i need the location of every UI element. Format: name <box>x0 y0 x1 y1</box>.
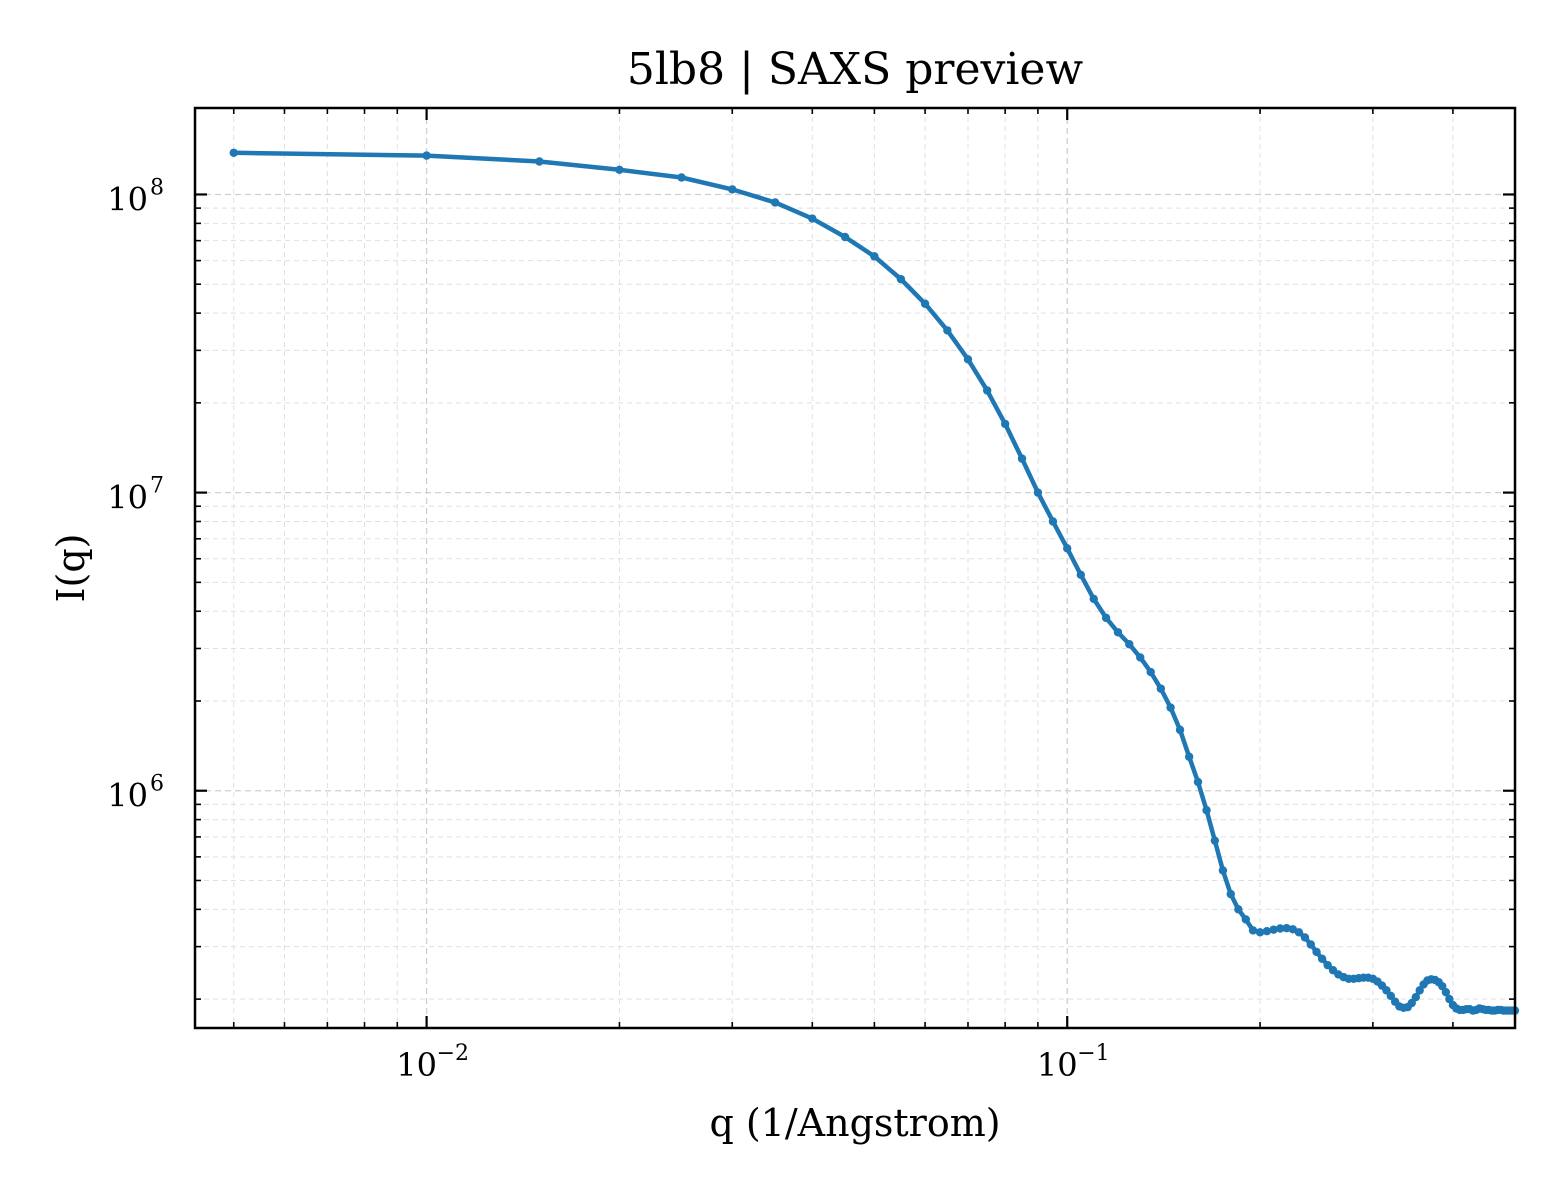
data-point <box>1210 836 1220 845</box>
data-point <box>1033 488 1043 497</box>
data-point <box>1269 925 1278 934</box>
data-point <box>1407 998 1416 1008</box>
data-point <box>1386 991 1396 1001</box>
plot-frame <box>193 106 1517 1030</box>
data-point <box>1415 986 1424 995</box>
x-tick-exponent: −2 <box>437 1041 469 1066</box>
data-point <box>1136 653 1145 662</box>
data-point <box>840 232 850 242</box>
data-point <box>1226 889 1235 899</box>
data-point <box>615 165 624 174</box>
data-point <box>1063 544 1072 553</box>
y-tick-label: 10 <box>107 777 148 815</box>
data-point <box>728 185 737 194</box>
data-point <box>1312 947 1321 957</box>
y-tick-exponent: 8 <box>150 175 164 200</box>
data-point <box>1125 640 1134 649</box>
x-tick-label: 10 <box>396 1046 437 1084</box>
data-point <box>1317 954 1327 964</box>
data-point <box>920 299 930 308</box>
data-point <box>1248 926 1258 935</box>
data-point <box>770 198 780 207</box>
data-point <box>963 355 973 364</box>
data-point <box>422 151 431 160</box>
data-point <box>1156 684 1166 693</box>
data-point <box>1218 866 1228 875</box>
data-point <box>1193 777 1203 787</box>
data-point <box>1113 628 1123 637</box>
data-point <box>896 274 906 284</box>
data-point <box>1076 570 1086 579</box>
data-point <box>677 173 686 182</box>
data-point <box>1146 667 1155 677</box>
data-point <box>1000 419 1010 429</box>
data-point <box>1300 933 1310 942</box>
data-point <box>1184 752 1194 761</box>
data-point <box>1306 940 1315 949</box>
data-point <box>1262 926 1272 936</box>
y-tick-exponent: 6 <box>150 772 164 797</box>
data-point <box>1175 725 1185 735</box>
data-point <box>1048 517 1058 526</box>
data-point <box>1255 928 1265 937</box>
data-point <box>1294 928 1304 937</box>
chart-title: 5lb8 | SAXS preview <box>627 44 1084 95</box>
y-axis-label: I(q) <box>49 534 93 603</box>
y-tick-exponent: 7 <box>150 474 164 499</box>
data-point <box>1089 594 1098 604</box>
data-point <box>1411 992 1420 1002</box>
data-point <box>1017 454 1027 463</box>
data-point <box>1441 987 1451 997</box>
data-point <box>870 252 879 261</box>
y-tick-label: 10 <box>107 180 148 218</box>
x-tick-label: 10 <box>1037 1046 1078 1084</box>
x-tick-exponent: −1 <box>1077 1041 1109 1066</box>
x-axis-label: q (1/Angstrom) <box>709 1101 1000 1145</box>
data-point <box>1101 613 1111 623</box>
data-point <box>1234 905 1243 914</box>
data-point <box>1202 806 1211 815</box>
tick-labels: 10 −2 10 −110 610 710 8 <box>107 175 1109 1084</box>
data-point <box>1282 923 1291 933</box>
data-point <box>982 386 992 395</box>
data-point <box>229 148 238 157</box>
data-point <box>943 326 952 335</box>
data-point <box>1275 924 1285 933</box>
data-point <box>535 157 544 166</box>
series-layer <box>229 148 1520 1015</box>
data-point <box>1241 915 1251 924</box>
y-tick-label: 10 <box>107 479 148 517</box>
data-point <box>808 214 817 223</box>
data-point <box>1323 960 1332 970</box>
data-point <box>1166 703 1175 712</box>
grid-lines <box>195 108 1516 1028</box>
